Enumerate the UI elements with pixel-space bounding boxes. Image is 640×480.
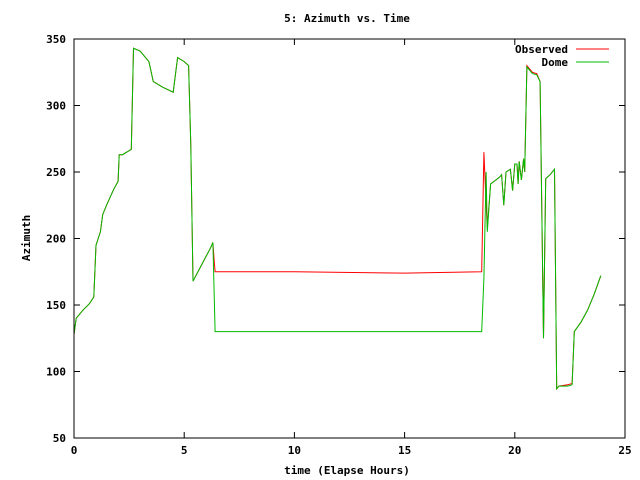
x-tick-label: 25 (618, 444, 631, 457)
y-tick-label: 350 (46, 33, 66, 46)
y-tick-label: 200 (46, 233, 66, 246)
x-tick-label: 10 (288, 444, 301, 457)
x-tick-label: 5 (181, 444, 188, 457)
x-tick-label: 0 (71, 444, 78, 457)
series-line-dome (73, 47, 602, 391)
x-tick-label: 20 (508, 444, 521, 457)
x-axis-label: time (Elapse Hours) (284, 464, 410, 477)
series-layer (73, 47, 602, 391)
legend-label-dome: Dome (542, 56, 569, 69)
y-tick-label: 100 (46, 366, 66, 379)
y-tick-label: 250 (46, 166, 66, 179)
axes-layer: 0 5 10 15 20 25 50 100 150 200 250 300 350 (46, 33, 632, 457)
y-tick-label: 50 (53, 432, 66, 445)
y-axis-label: Azimuth (20, 215, 33, 261)
y-tick-label: 300 (46, 100, 66, 113)
y-tick-label: 150 (46, 299, 66, 312)
x-tick-label: 15 (398, 444, 411, 457)
chart-title: 5: Azimuth vs. Time (284, 12, 410, 25)
series-line-observed (73, 47, 602, 391)
legend-label-observed: Observed (515, 43, 568, 56)
